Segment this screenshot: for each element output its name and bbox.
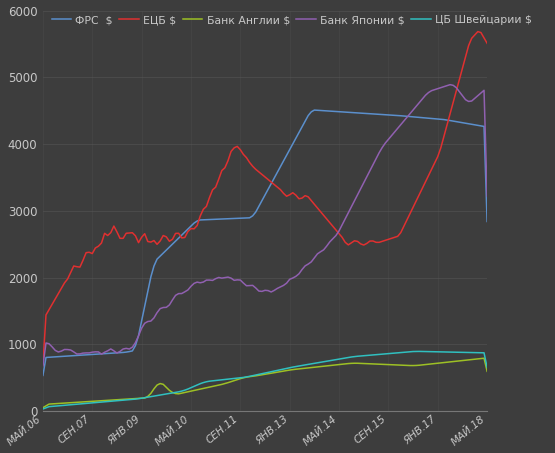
ЦБ Швейцарии $ bbox=[388, 351, 395, 356]
ЦБ Швейцарии $ bbox=[484, 365, 491, 370]
ЦБ Швейцарии $ bbox=[61, 403, 68, 408]
ФРС  $ bbox=[311, 107, 317, 113]
ФРС  $ bbox=[484, 219, 491, 224]
ЦБ Швейцарии $ bbox=[43, 405, 49, 410]
ФРС  $ bbox=[456, 120, 463, 125]
Банк Японии $ bbox=[447, 82, 453, 87]
Банк Японии $ bbox=[296, 271, 302, 276]
Legend: ФРС  $, ЕЦБ $, Банк Англии $, Банк Японии $, ЦБ Швейцарии $: ФРС $, ЕЦБ $, Банк Англии $, Банк Японии… bbox=[48, 12, 536, 29]
ЕЦБ $ bbox=[43, 312, 49, 318]
ФРС  $ bbox=[296, 130, 302, 135]
ФРС  $ bbox=[39, 373, 46, 378]
Банк Англии $ bbox=[43, 403, 49, 409]
ФРС  $ bbox=[43, 355, 49, 360]
Line: ФРС  $: ФРС $ bbox=[43, 110, 487, 376]
ЕЦБ $ bbox=[61, 280, 68, 285]
ЕЦБ $ bbox=[376, 240, 382, 245]
ЦБ Швейцарии $ bbox=[416, 349, 422, 354]
Банк Англии $ bbox=[388, 362, 395, 367]
ЕЦБ $ bbox=[296, 196, 302, 202]
Банк Японии $ bbox=[484, 193, 491, 199]
Банк Японии $ bbox=[61, 347, 68, 352]
Line: Банк Англии $: Банк Англии $ bbox=[43, 358, 487, 408]
ЦБ Швейцарии $ bbox=[376, 352, 382, 357]
Банк Англии $ bbox=[376, 361, 382, 367]
Банк Японии $ bbox=[376, 150, 382, 155]
Банк Японии $ bbox=[39, 363, 46, 368]
ФРС  $ bbox=[391, 112, 398, 118]
ЕЦБ $ bbox=[39, 361, 46, 367]
ЕЦБ $ bbox=[388, 236, 395, 241]
ЕЦБ $ bbox=[484, 41, 491, 46]
Банк Англии $ bbox=[61, 400, 68, 406]
ФРС  $ bbox=[61, 353, 68, 359]
Банк Англии $ bbox=[39, 405, 46, 410]
ЦБ Швейцарии $ bbox=[456, 350, 463, 355]
Банк Японии $ bbox=[388, 133, 395, 139]
Банк Японии $ bbox=[43, 340, 49, 346]
Банк Англии $ bbox=[453, 358, 460, 364]
ЕЦБ $ bbox=[475, 29, 481, 34]
Банк Англии $ bbox=[484, 369, 491, 374]
ЕЦБ $ bbox=[453, 88, 460, 94]
ЦБ Швейцарии $ bbox=[39, 406, 46, 412]
Банк Англии $ bbox=[481, 356, 487, 361]
Line: ЦБ Швейцарии $: ЦБ Швейцарии $ bbox=[43, 352, 487, 409]
Банк Англии $ bbox=[296, 366, 302, 371]
ФРС  $ bbox=[379, 112, 386, 117]
ЦБ Швейцарии $ bbox=[296, 363, 302, 369]
Line: ЕЦБ $: ЕЦБ $ bbox=[43, 32, 487, 364]
Line: Банк Японии $: Банк Японии $ bbox=[43, 85, 487, 366]
Банк Японии $ bbox=[456, 89, 463, 94]
